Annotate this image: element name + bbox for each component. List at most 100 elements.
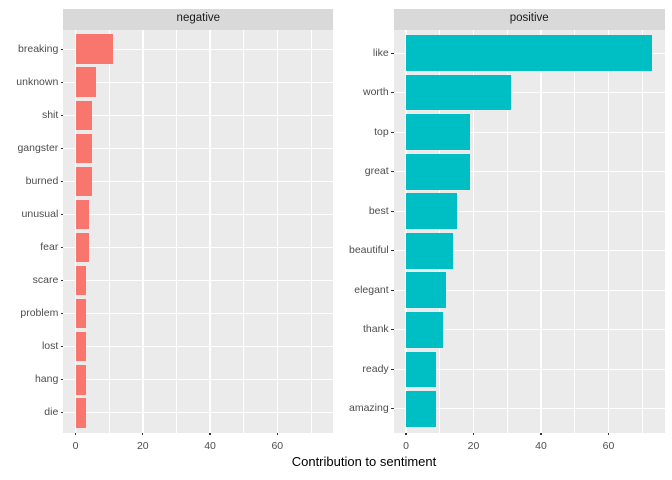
gridline-minor-x	[108, 29, 110, 433]
bar-unusual	[75, 199, 89, 230]
y-tick-mark	[390, 210, 394, 212]
gridline-major-y	[63, 345, 334, 348]
gridline-major-y	[63, 147, 334, 150]
bar-burned	[75, 166, 93, 197]
y-tick-mark	[60, 279, 64, 282]
facet-strip-label-negative: negative	[176, 12, 221, 25]
x-tick-mark	[607, 432, 610, 436]
bar-breaking	[75, 34, 113, 65]
gridline-major-x	[74, 29, 77, 433]
x-tick-label: 20	[136, 440, 149, 452]
x-tick-label: 40	[535, 440, 547, 452]
gridline-major-x	[405, 29, 407, 433]
y-axis-label-unusual: unusual	[21, 207, 59, 220]
gridline-minor-x	[439, 29, 441, 433]
x-tick-mark	[74, 432, 77, 436]
bar-thank	[406, 311, 444, 348]
bar-fear	[75, 232, 89, 263]
y-axis-label-burned: burned	[25, 174, 59, 187]
gridline-minor-x	[310, 29, 312, 433]
y-axis-label-great: great	[364, 165, 389, 178]
gridline-major-x	[540, 29, 542, 433]
facet-strip-label-positive: positive	[509, 12, 549, 25]
gridline-minor-x	[574, 29, 576, 433]
gridline-major-y	[63, 378, 334, 381]
x-tick-label: 60	[602, 440, 615, 452]
gridline-major-y	[63, 48, 334, 50]
y-tick-mark	[390, 52, 394, 54]
gridline-major-y	[63, 81, 334, 84]
gridline-major-x	[209, 29, 211, 433]
y-tick-mark	[60, 346, 64, 348]
bar-beautiful	[406, 232, 454, 269]
gridline-major-y	[63, 312, 334, 315]
bar-shit	[75, 100, 93, 131]
y-tick-mark	[390, 289, 394, 291]
x-tick-mark	[405, 432, 407, 436]
y-tick-mark	[60, 147, 64, 149]
x-axis-title: Contribution to sentiment	[291, 454, 437, 469]
y-axis-label-top: top	[374, 125, 389, 138]
gridline-major-y	[393, 289, 665, 291]
y-axis-label-lost: lost	[41, 340, 59, 353]
gridline-major-y	[393, 171, 665, 173]
gridline-major-y	[393, 250, 665, 252]
y-axis-label-best: best	[368, 204, 389, 217]
gridline-major-y	[393, 210, 665, 212]
gridline-major-y	[393, 131, 665, 133]
y-axis-label-problem: problem	[20, 307, 59, 320]
y-tick-mark	[60, 81, 64, 83]
gridline-major-y	[63, 411, 334, 414]
y-axis-label-worth: worth	[363, 86, 389, 99]
facet-strip-positive: positive	[393, 8, 665, 30]
gridline-major-y	[393, 368, 665, 370]
bar-best	[406, 193, 457, 229]
x-tick-mark	[540, 432, 542, 436]
gridline-major-y	[393, 329, 665, 331]
y-axis-label-scare: scare	[32, 274, 59, 287]
bar-problem	[75, 298, 86, 329]
gridline-major-x	[472, 29, 475, 433]
y-tick-mark	[60, 312, 64, 315]
y-tick-mark	[60, 48, 64, 50]
bar-like	[406, 35, 653, 71]
y-axis-label-thank: thank	[363, 323, 389, 336]
bar-top	[406, 114, 471, 150]
bar-elegant	[406, 272, 447, 309]
gridline-major-y	[63, 180, 334, 183]
gridline-minor-x	[243, 29, 245, 433]
gridline-minor-x	[176, 29, 177, 433]
facet-strip-negative: negative	[63, 8, 334, 30]
gridline-minor-x	[506, 29, 508, 433]
bar-lost	[75, 331, 86, 362]
facet-panel-negative	[63, 29, 334, 433]
bar-amazing	[406, 391, 437, 427]
x-tick-label: 0	[72, 440, 79, 452]
y-axis-label-elegant: elegant	[354, 283, 389, 296]
y-axis-label-shit: shit	[41, 108, 59, 121]
bar-worth	[406, 74, 511, 111]
y-tick-mark	[390, 92, 394, 94]
y-axis-label-fear: fear	[40, 241, 59, 254]
x-tick-label: 40	[204, 440, 216, 452]
gridline-major-y	[63, 213, 334, 216]
x-tick-label: 0	[403, 440, 409, 452]
y-tick-mark	[60, 246, 64, 249]
gridline-major-y	[393, 92, 665, 94]
y-tick-mark	[60, 412, 64, 414]
bar-great	[406, 153, 471, 190]
y-tick-mark	[390, 250, 394, 252]
gridline-major-x	[276, 29, 278, 433]
facet-panel-positive	[393, 29, 665, 433]
y-axis-label-gangster: gangster	[17, 141, 59, 154]
gridline-major-x	[142, 29, 144, 433]
y-tick-mark	[60, 114, 64, 116]
y-axis-label-hang: hang	[34, 373, 59, 386]
y-tick-mark	[60, 180, 64, 183]
bar-unknown	[75, 67, 96, 98]
bar-die	[75, 397, 86, 428]
y-tick-mark	[390, 368, 394, 370]
y-axis-label-like: like	[372, 46, 389, 59]
y-tick-mark	[60, 379, 64, 381]
